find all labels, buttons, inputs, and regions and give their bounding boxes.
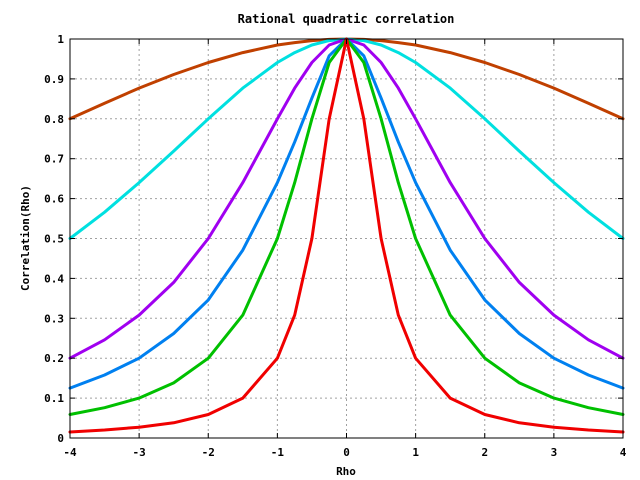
y-tick-label: 0.9 — [44, 73, 64, 86]
y-tick-label: 0.4 — [44, 272, 64, 285]
y-tick-label: 0.3 — [44, 312, 64, 325]
series-line-2 — [68, 37, 625, 240]
plot-frame — [69, 38, 624, 439]
y-tick-label: 0.1 — [44, 392, 64, 405]
tick-labels: -4 -3 -2 -1 0 1 2 3 4 0 0.1 0.2 0.3 0.4 0.5 0.6 0.7 0.8 0.… — [44, 33, 627, 459]
y-tick-label: 0 — [57, 432, 64, 445]
x-tick-label: 1 — [412, 446, 419, 459]
x-tick-label: 2 — [481, 446, 488, 459]
x-tick-label: -3 — [133, 446, 146, 459]
y-tick-label: 0.2 — [44, 352, 64, 365]
x-axis-label: Rho — [336, 465, 356, 478]
y-tick-label: 1 — [57, 33, 64, 46]
x-tick-label: -1 — [271, 446, 285, 459]
y-tick-label: 0.7 — [44, 153, 64, 166]
plot-border — [69, 38, 624, 439]
y-axis-label: Correlation(Rho) — [19, 185, 32, 291]
y-tick-label: 0.6 — [44, 193, 64, 206]
grid-lines — [70, 39, 623, 438]
x-tick-label: 3 — [551, 446, 558, 459]
x-tick-label: -4 — [63, 446, 77, 459]
x-tick-label: 4 — [620, 446, 627, 459]
y-tick-label: 0.5 — [44, 233, 64, 246]
y-tick-label: 0.8 — [44, 113, 64, 126]
chart-title: Rational quadratic correlation — [238, 12, 455, 26]
x-tick-label: -2 — [202, 446, 215, 459]
x-tick-label: 0 — [343, 446, 350, 459]
